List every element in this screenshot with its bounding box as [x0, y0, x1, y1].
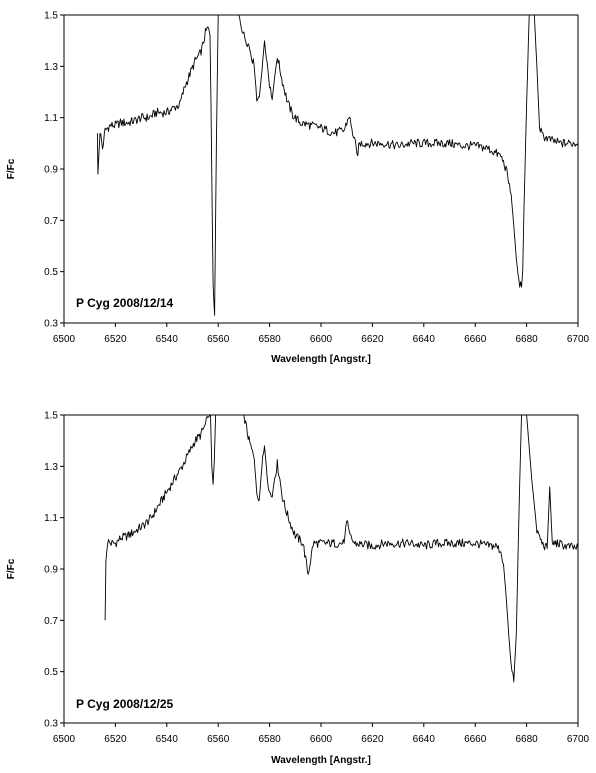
y-tick-label: 0.9 [44, 165, 58, 176]
y-ticks-top: 0.3 0.5 0.7 0.9 1.1 1.3 1.5 [44, 11, 64, 330]
y-tick-label: 1.1 [44, 513, 58, 524]
x-tick-label: 6600 [310, 734, 333, 745]
y-tick-label: 0.5 [44, 267, 58, 278]
x-tick-label: 6580 [258, 334, 281, 345]
spectrum-line [104, 414, 579, 683]
x-tick-label: 6660 [464, 734, 487, 745]
x-tick-label: 6520 [104, 334, 127, 345]
x-tick-label: 6700 [567, 734, 590, 745]
y-tick-label: 0.5 [44, 667, 58, 678]
y-tick-label: 0.7 [44, 216, 58, 227]
y-tick-label: 1.5 [44, 411, 58, 422]
x-tick-label: 6640 [413, 734, 436, 745]
x-tick-label: 6620 [361, 734, 384, 745]
y-ticks-bottom: 0.3 0.5 0.7 0.9 1.1 1.3 1.5 [44, 411, 64, 730]
x-tick-label: 6520 [104, 734, 127, 745]
panel-top: 0.30.50.70.91.11.31.5 6500 6520 6540 6560 65… [6, 11, 590, 366]
x-ticks-bottom: 6500 6520 6540 6560 6580 6600 6620 6640 6660 6680… [53, 723, 590, 745]
x-tick-label: 6500 [53, 734, 76, 745]
x-tick-label: 6560 [207, 734, 230, 745]
x-tick-label: 6680 [515, 334, 538, 345]
series-line-bottom [104, 414, 579, 683]
x-tick-label: 6500 [53, 334, 76, 345]
x-tick-label: 6540 [156, 334, 179, 345]
y-tick-label: 0.9 [44, 565, 58, 576]
plot-area-top [63, 14, 579, 324]
y-axis-label-bottom: F/Fc [6, 558, 17, 579]
x-tick-label: 6560 [207, 334, 230, 345]
annotation-top: P Cyg 2008/12/14 [76, 296, 174, 310]
x-axis-label-top: Wavelength [Angstr.] [271, 354, 371, 365]
x-tick-label: 6680 [515, 734, 538, 745]
x-tick-label: 6600 [310, 334, 333, 345]
panel-bottom: 0.30.50.70.91.11.31.5 6500 6520 6540 6560 65… [6, 411, 590, 767]
y-axis-label-top: F/Fc [6, 158, 17, 179]
x-tick-label: 6640 [413, 334, 436, 345]
y-tick-label: 1.5 [44, 11, 58, 22]
x-tick-label: 6660 [464, 334, 487, 345]
y-tick-label: 1.1 [44, 113, 58, 124]
x-tick-label: 6580 [258, 734, 281, 745]
y-tick-label: 0.3 [44, 319, 58, 330]
x-tick-label: 6620 [361, 334, 384, 345]
x-axis-label-bottom: Wavelength [Angstr.] [271, 755, 371, 766]
x-tick-label: 6700 [567, 334, 590, 345]
x-tick-label: 6540 [156, 734, 179, 745]
y-tick-label: 0.7 [44, 616, 58, 627]
y-tick-label: 0.3 [44, 719, 58, 730]
spectrum-line [96, 14, 579, 316]
x-ticks-top: 6500 6520 6540 6560 6580 6600 6620 6640 6660 6680… [53, 323, 590, 345]
y-tick-label: 1.3 [44, 462, 58, 473]
annotation-bottom: P Cyg 2008/12/25 [76, 697, 174, 711]
series-line-top [96, 14, 579, 316]
y-tick-label: 1.3 [44, 62, 58, 73]
plot-area-bottom [63, 414, 579, 724]
